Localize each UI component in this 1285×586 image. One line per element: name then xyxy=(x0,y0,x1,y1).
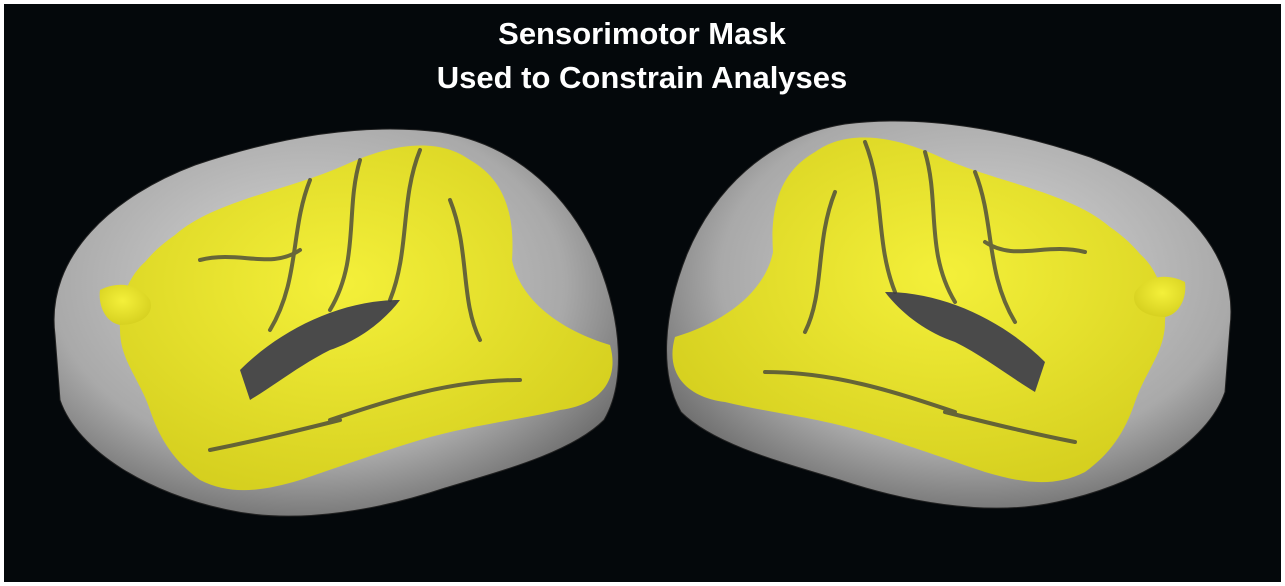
title-line: Sensorimotor Mask xyxy=(498,16,786,51)
title-line: Used to Constrain Analyses xyxy=(437,60,848,95)
